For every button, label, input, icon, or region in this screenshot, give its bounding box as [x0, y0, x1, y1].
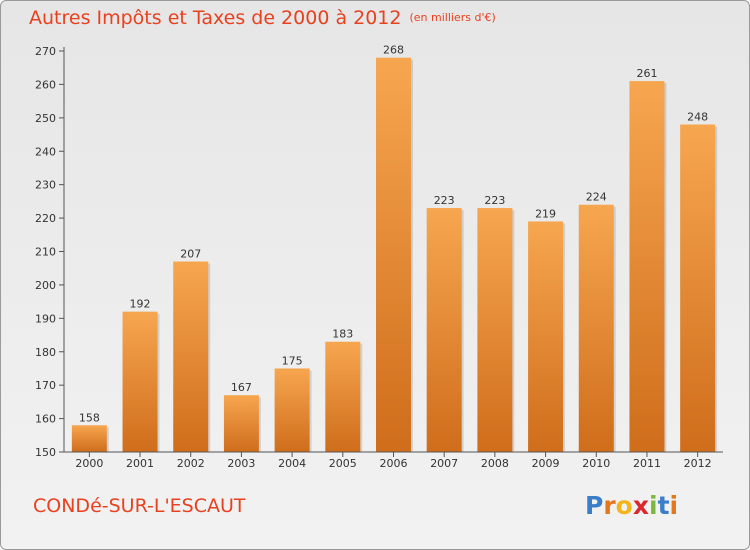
y-tick-label: 190: [35, 312, 56, 325]
bar-2008: [477, 208, 513, 452]
data-label-2006: 268: [383, 44, 404, 57]
bar-2001: [122, 311, 158, 452]
bar-2006: [376, 57, 411, 452]
y-tick-label: 220: [35, 212, 56, 225]
data-label-2008: 223: [484, 194, 505, 207]
bar-2007: [426, 208, 462, 452]
data-label-2010: 224: [586, 191, 607, 204]
bar-2000: [71, 425, 107, 452]
y-tick-label: 230: [35, 179, 56, 192]
bar-2011: [629, 81, 665, 452]
data-label-2001: 192: [130, 298, 151, 311]
data-label-2007: 223: [434, 194, 455, 207]
x-tick-label-2008: 2008: [481, 457, 509, 470]
data-label-2009: 219: [535, 207, 556, 220]
chart-title: Autres Impôts et Taxes de 2000 à 2012 (en…: [29, 7, 496, 29]
data-label-2000: 158: [79, 411, 100, 424]
x-tick-label-2004: 2004: [278, 457, 306, 470]
bar-2009: [528, 221, 564, 452]
x-tick-label-2003: 2003: [227, 457, 255, 470]
x-tick-label-2005: 2005: [329, 457, 357, 470]
bar-2010: [578, 204, 614, 452]
logo-letter: x: [632, 491, 649, 520]
data-label-2004: 175: [282, 354, 303, 367]
x-tick-label-2011: 2011: [633, 457, 661, 470]
data-label-2003: 167: [231, 381, 252, 394]
y-tick-label: 270: [35, 45, 56, 58]
y-tick-label: 170: [35, 379, 56, 392]
x-tick-label-2009: 2009: [532, 457, 560, 470]
logo-letter: i: [649, 491, 658, 520]
x-tick-label-2002: 2002: [177, 457, 205, 470]
commune-name: CONDé-SUR-L'ESCAUT: [33, 495, 246, 517]
bar-2003: [223, 395, 259, 452]
x-tick-label-2000: 2000: [75, 457, 103, 470]
logo-letter: r: [603, 491, 616, 520]
y-tick-label: 260: [35, 78, 56, 91]
x-tick-label-2006: 2006: [380, 457, 408, 470]
y-tick-label: 150: [35, 446, 56, 459]
proxiti-logo: Proxiti: [585, 491, 678, 520]
y-tick-label: 240: [35, 145, 56, 158]
y-tick-label: 250: [35, 112, 56, 125]
logo-letter: o: [615, 491, 633, 520]
x-tick-label-2010: 2010: [582, 457, 610, 470]
y-tick-label: 200: [35, 279, 56, 292]
x-tick-label-2001: 2001: [126, 457, 154, 470]
chart-title-text: Autres Impôts et Taxes de 2000 à 2012: [29, 7, 402, 29]
bar-2004: [274, 368, 310, 452]
bar-2005: [325, 341, 361, 452]
x-tick-label-2012: 2012: [684, 457, 712, 470]
data-label-2011: 261: [636, 67, 657, 80]
y-tick-label: 160: [35, 413, 56, 426]
bar-2012: [680, 124, 716, 453]
data-label-2005: 183: [332, 328, 353, 341]
bar-2002: [173, 261, 209, 452]
logo-letter: t: [657, 491, 670, 520]
y-tick-label: 210: [35, 246, 56, 259]
logo-letter: i: [669, 491, 679, 520]
logo-letter: P: [585, 491, 604, 520]
chart-subtitle: (en milliers d'€): [409, 11, 496, 24]
x-tick-label-2007: 2007: [430, 457, 458, 470]
data-label-2012: 248: [687, 111, 708, 124]
y-tick-label: 180: [35, 346, 56, 359]
data-label-2002: 207: [180, 248, 201, 261]
